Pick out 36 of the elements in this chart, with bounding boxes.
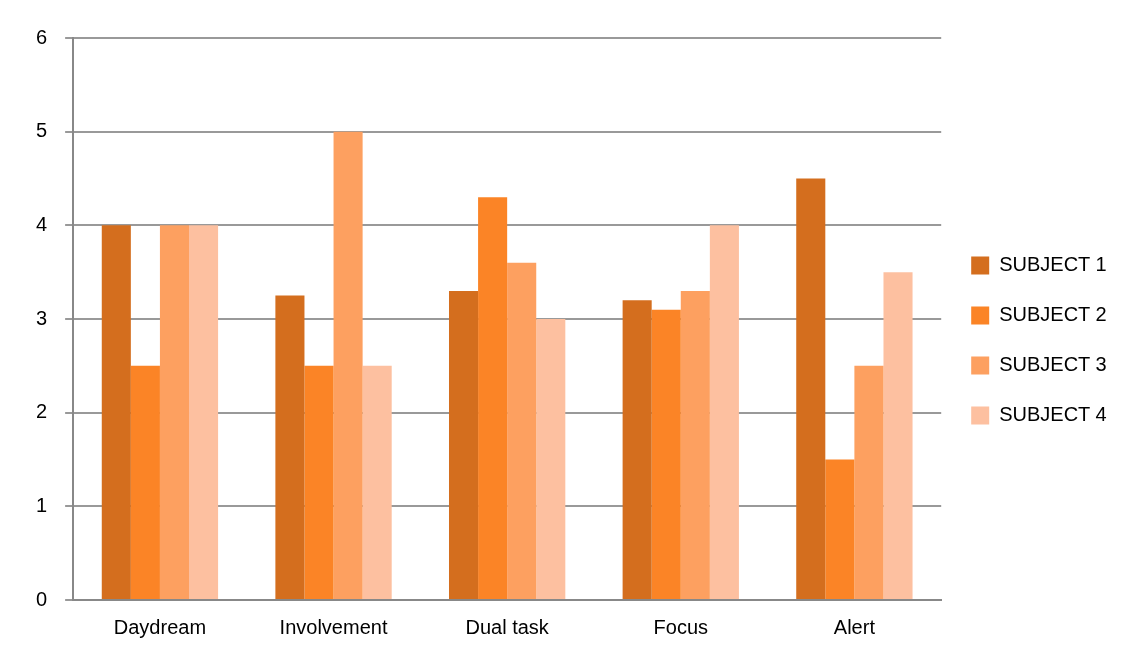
bar xyxy=(796,178,826,599)
x-tick-label: Alert xyxy=(833,615,876,638)
x-tick-label: Involvement xyxy=(279,615,388,638)
bar xyxy=(362,365,392,599)
y-tick-label: 5 xyxy=(36,119,48,142)
bar xyxy=(825,459,855,599)
bar xyxy=(536,319,566,599)
bar xyxy=(130,365,160,599)
bar xyxy=(507,262,537,599)
y-tick-label: 6 xyxy=(36,25,48,48)
bar xyxy=(101,225,131,599)
legend-label: SUBJECT 2 xyxy=(999,303,1107,326)
y-tick-label: 1 xyxy=(36,493,48,516)
x-tick-label: Dual task xyxy=(465,615,550,638)
bar xyxy=(449,290,479,599)
bar xyxy=(883,272,913,599)
bar xyxy=(478,197,508,599)
bar xyxy=(333,131,363,599)
x-tick-label: Focus xyxy=(653,615,709,638)
y-tick-label: 0 xyxy=(36,587,48,610)
legend-label: SUBJECT 3 xyxy=(999,353,1107,376)
y-tick-label: 2 xyxy=(36,400,48,423)
x-tick-label: Daydream xyxy=(113,615,207,638)
bar xyxy=(680,290,710,599)
bar xyxy=(189,225,219,599)
bar xyxy=(651,309,681,599)
y-tick-label: 4 xyxy=(36,212,48,235)
bar xyxy=(275,295,305,599)
y-tick-label: 3 xyxy=(36,306,48,329)
bar xyxy=(709,225,739,599)
bar xyxy=(622,300,652,599)
bar xyxy=(159,225,190,599)
legend-label: SUBJECT 4 xyxy=(999,403,1107,426)
bar xyxy=(304,365,334,599)
legend-label: SUBJECT 1 xyxy=(999,253,1107,276)
bar xyxy=(854,365,884,599)
